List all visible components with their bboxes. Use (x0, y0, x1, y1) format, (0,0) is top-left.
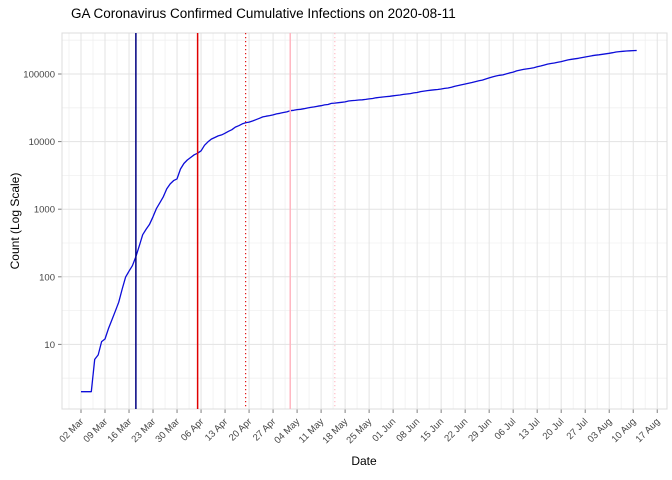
x-tick-label: 20 Jul (541, 416, 567, 442)
x-tick-label: 23 Mar (129, 416, 158, 445)
x-tick-label: 08 Jun (394, 416, 422, 444)
chart-title: GA Coronavirus Confirmed Cumulative Infe… (71, 6, 456, 21)
x-tick-label: 13 Jul (517, 416, 543, 442)
x-tick-label: 29 Jun (466, 416, 494, 444)
y-tick-label: 1000 (34, 205, 55, 216)
x-tick-label: 06 Jul (493, 416, 519, 442)
x-tick-label: 06 Apr (179, 416, 206, 443)
y-tick-label: 100 (39, 272, 55, 283)
x-tick-label: 18 May (320, 416, 350, 446)
x-axis-title: Date (351, 454, 377, 468)
x-tick-label: 30 Mar (153, 416, 182, 445)
y-tick-label: 100000 (23, 70, 55, 81)
infections-line (81, 49, 637, 393)
x-tick-label: 04 May (272, 416, 302, 446)
panel-border (61, 32, 668, 410)
x-tick-label: 09 Mar (81, 416, 110, 445)
x-tick-label: 13 Apr (203, 416, 230, 443)
x-tick-label: 15 Jun (418, 416, 446, 444)
y-tick-label: 10000 (29, 137, 55, 148)
x-tick-label: 16 Mar (105, 416, 134, 445)
x-tick-label: 10 Aug (610, 416, 639, 445)
x-tick-label: 22 Jun (442, 416, 470, 444)
x-tick-label: 17 Aug (634, 416, 663, 445)
x-tick-label: 03 Aug (586, 416, 615, 445)
x-tick-label: 02 Mar (57, 416, 86, 445)
x-tick-label: 25 May (344, 416, 374, 446)
x-tick-label: 20 Apr (227, 416, 254, 443)
x-tick-label: 01 Jun (370, 416, 398, 444)
y-tick-label: 10 (44, 340, 55, 351)
